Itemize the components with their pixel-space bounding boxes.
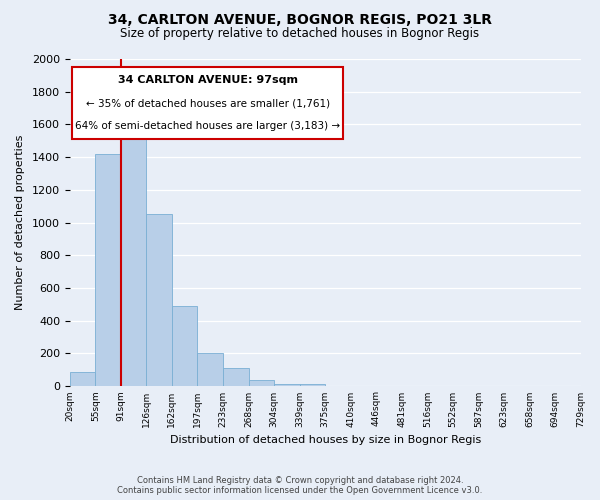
X-axis label: Distribution of detached houses by size in Bognor Regis: Distribution of detached houses by size … [170, 435, 481, 445]
Bar [146, 214, 172, 386]
Bar [223, 368, 248, 386]
Text: 34, CARLTON AVENUE, BOGNOR REGIS, PO21 3LR: 34, CARLTON AVENUE, BOGNOR REGIS, PO21 3… [108, 12, 492, 26]
Bar [274, 384, 299, 386]
Text: ← 35% of detached houses are smaller (1,761): ← 35% of detached houses are smaller (1,… [86, 98, 330, 108]
Text: 64% of semi-detached houses are larger (3,183) →: 64% of semi-detached houses are larger (… [75, 121, 340, 131]
FancyBboxPatch shape [73, 67, 343, 139]
Bar [70, 372, 95, 386]
Bar [197, 352, 223, 386]
Text: 34 CARLTON AVENUE: 97sqm: 34 CARLTON AVENUE: 97sqm [118, 76, 298, 86]
Bar [299, 384, 325, 386]
Bar [121, 123, 146, 386]
Text: Contains public sector information licensed under the Open Government Licence v3: Contains public sector information licen… [118, 486, 482, 495]
Text: Contains HM Land Registry data © Crown copyright and database right 2024.: Contains HM Land Registry data © Crown c… [137, 476, 463, 485]
Bar [172, 306, 197, 386]
Text: Size of property relative to detached houses in Bognor Regis: Size of property relative to detached ho… [121, 28, 479, 40]
Y-axis label: Number of detached properties: Number of detached properties [15, 135, 25, 310]
Bar [95, 154, 121, 386]
Bar [248, 380, 274, 386]
